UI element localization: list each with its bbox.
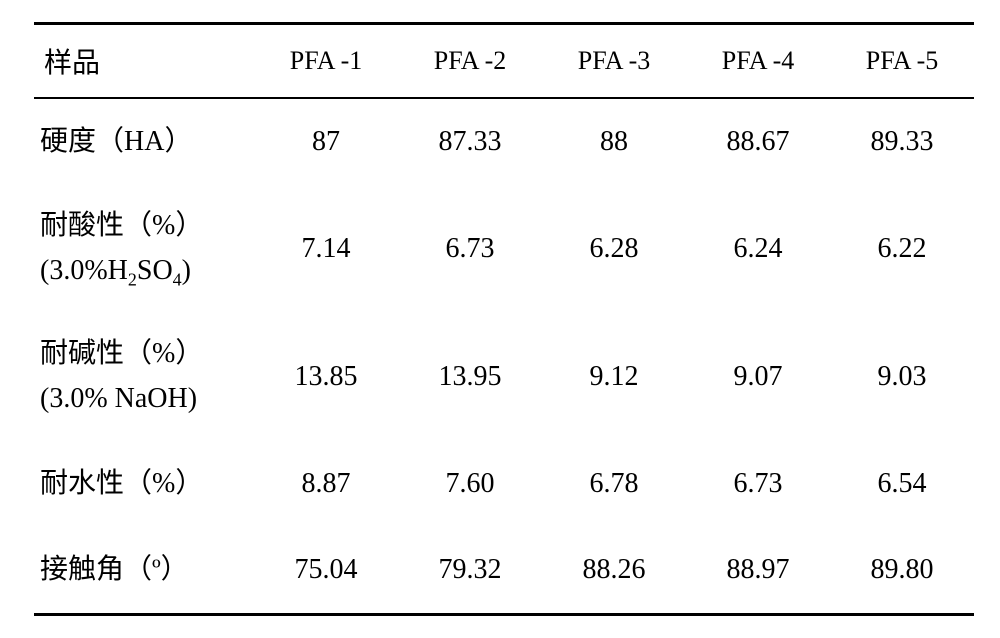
cell-value: 7.60 (398, 441, 542, 527)
cell-value: 9.03 (830, 313, 974, 441)
properties-table: 样品 PFA -1 PFA -2 PFA -3 PFA -4 PFA -5 硬度… (34, 22, 974, 616)
cell-value: 6.73 (398, 185, 542, 313)
cell-value: 88.97 (686, 527, 830, 615)
cell-value: 87 (254, 98, 398, 185)
header-label: 样品 (34, 24, 254, 99)
table-body: 硬度（HA）8787.338888.6789.33耐酸性（%）(3.0%H2SO… (34, 98, 974, 615)
cell-value: 75.04 (254, 527, 398, 615)
col-header: PFA -5 (830, 24, 974, 99)
cell-value: 79.32 (398, 527, 542, 615)
col-header: PFA -4 (686, 24, 830, 99)
row-label: 硬度（HA） (34, 98, 254, 185)
cell-value: 9.07 (686, 313, 830, 441)
row-label: 耐酸性（%）(3.0%H2SO4) (34, 185, 254, 313)
cell-value: 88.26 (542, 527, 686, 615)
table-row: 耐碱性（%）(3.0% NaOH)13.8513.959.129.079.03 (34, 313, 974, 441)
row-label: 接触角（º） (34, 527, 254, 615)
col-header: PFA -2 (398, 24, 542, 99)
table-row: 耐水性（%）8.877.606.786.736.54 (34, 441, 974, 527)
table-container: 样品 PFA -1 PFA -2 PFA -3 PFA -4 PFA -5 硬度… (0, 0, 1000, 638)
cell-value: 88.67 (686, 98, 830, 185)
table-header-row: 样品 PFA -1 PFA -2 PFA -3 PFA -4 PFA -5 (34, 24, 974, 99)
cell-value: 7.14 (254, 185, 398, 313)
cell-value: 6.73 (686, 441, 830, 527)
cell-value: 13.85 (254, 313, 398, 441)
table-row: 接触角（º）75.0479.3288.2688.9789.80 (34, 527, 974, 615)
cell-value: 89.80 (830, 527, 974, 615)
cell-value: 6.28 (542, 185, 686, 313)
col-header: PFA -1 (254, 24, 398, 99)
cell-value: 6.22 (830, 185, 974, 313)
cell-value: 88 (542, 98, 686, 185)
cell-value: 6.24 (686, 185, 830, 313)
cell-value: 9.12 (542, 313, 686, 441)
col-header: PFA -3 (542, 24, 686, 99)
cell-value: 6.78 (542, 441, 686, 527)
cell-value: 8.87 (254, 441, 398, 527)
cell-value: 87.33 (398, 98, 542, 185)
table-row: 硬度（HA）8787.338888.6789.33 (34, 98, 974, 185)
table-row: 耐酸性（%）(3.0%H2SO4)7.146.736.286.246.22 (34, 185, 974, 313)
cell-value: 6.54 (830, 441, 974, 527)
row-label: 耐碱性（%）(3.0% NaOH) (34, 313, 254, 441)
cell-value: 13.95 (398, 313, 542, 441)
row-label: 耐水性（%） (34, 441, 254, 527)
cell-value: 89.33 (830, 98, 974, 185)
